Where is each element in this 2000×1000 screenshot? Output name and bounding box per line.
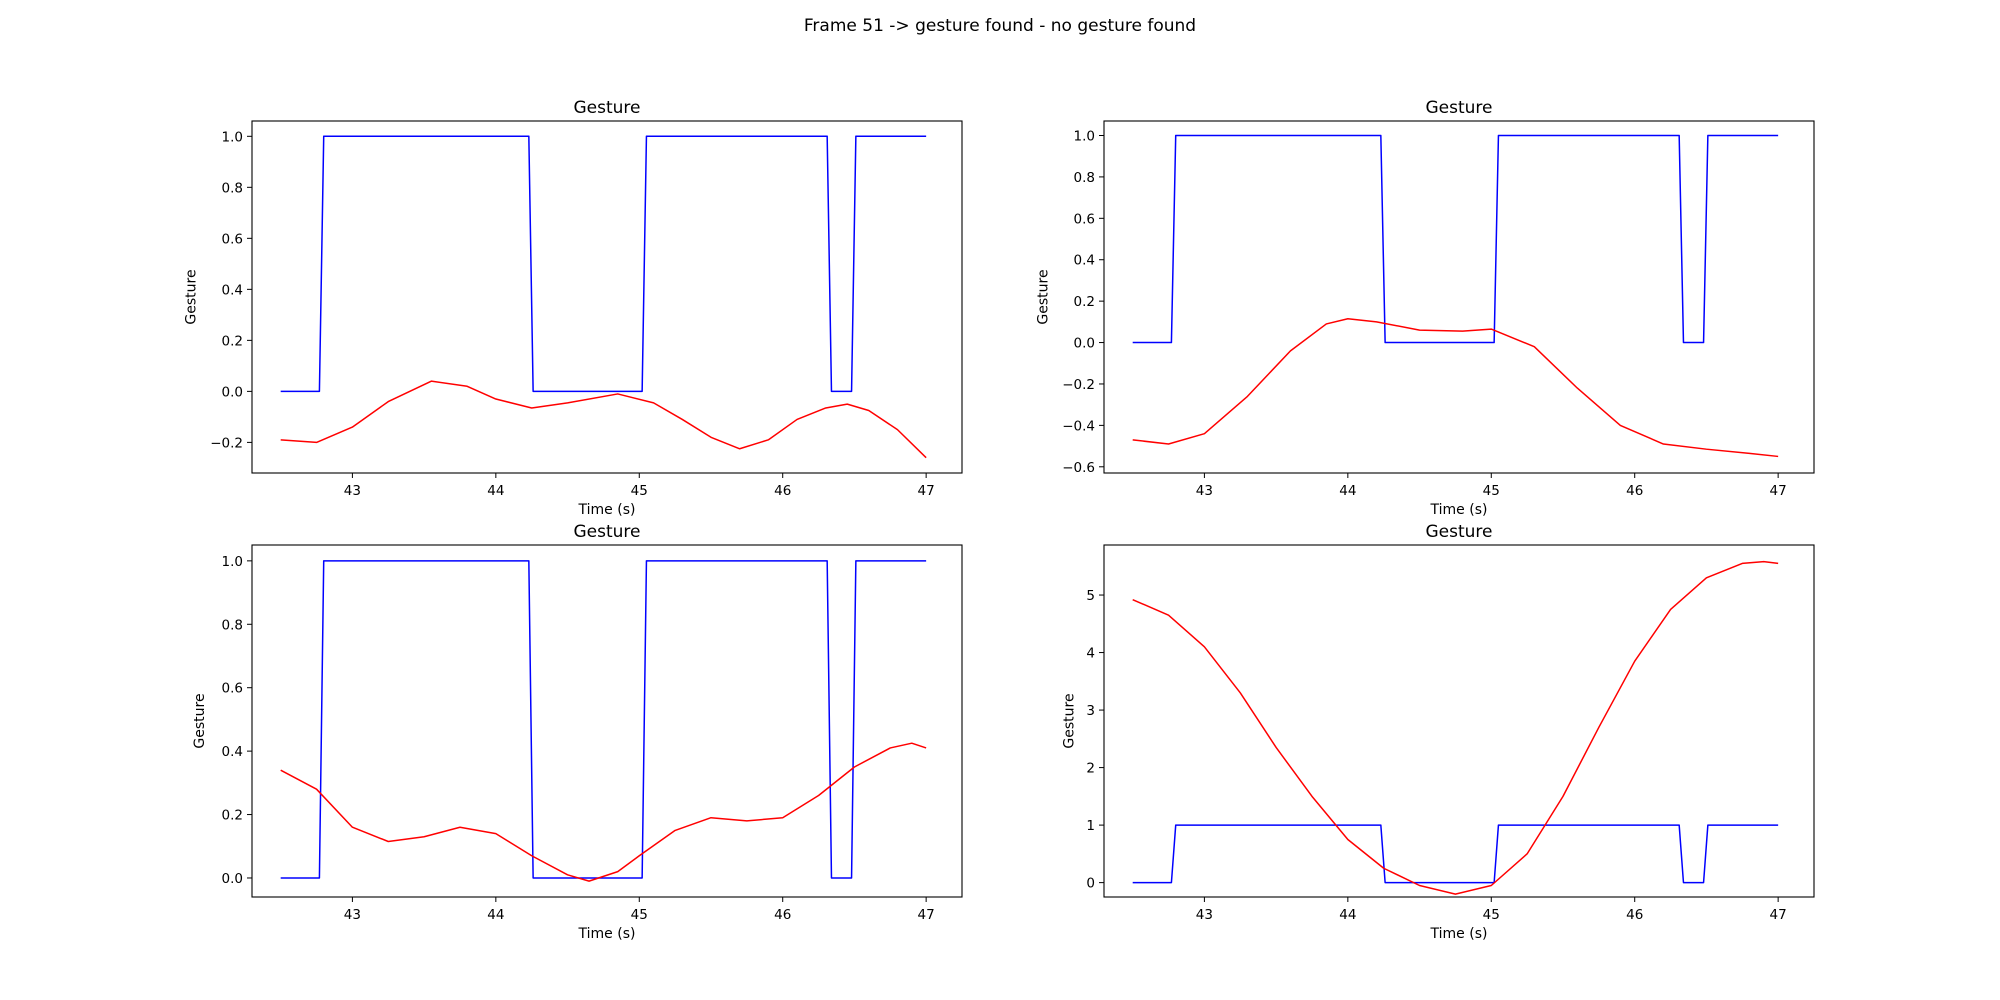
subplot-title: Gesture [573, 522, 640, 542]
subplot-2: 43 44 45 46 47 −0.6 −0.4 −0.2 0.0 0.2 0.4 0.6 0.8 1.0… [1036, 98, 1815, 518]
subplot-1: 43 44 45 46 47 −0.2 0.0 0.2 0.4 0.6 0.8 1.0 Gesture T… [184, 98, 963, 518]
x-tick-label: 47 [918, 483, 935, 499]
axes-frame [1103, 544, 1815, 898]
y-axis-label: Gesture [1036, 269, 1052, 324]
x-tick-label: 46 [774, 907, 791, 923]
x-axis-label: Time (s) [578, 502, 636, 518]
axes-frame [1103, 120, 1815, 474]
y-tick-label: 0.0 [222, 871, 243, 887]
x-tick-label: 47 [918, 907, 935, 923]
x-tick-label: 44 [1339, 907, 1356, 923]
y-tick-label: 0.0 [1074, 336, 1095, 352]
y-tick-label: 2 [1086, 761, 1095, 777]
x-tick-label: 45 [1483, 907, 1500, 923]
x-tick-label: 45 [631, 907, 648, 923]
y-axis-label: Gesture [1061, 693, 1077, 748]
subplot-title: Gesture [1425, 98, 1492, 118]
x-axis-label: Time (s) [578, 926, 636, 942]
x-tick-label: 44 [487, 483, 504, 499]
x-tick-label: 44 [1339, 483, 1356, 499]
y-tick-label: 1 [1086, 818, 1095, 834]
x-tick-label: 46 [774, 483, 791, 499]
figure-title: Frame 51 -> gesture found - no gesture f… [803, 16, 1197, 36]
y-axis-label: Gesture [192, 693, 208, 748]
y-tick-label: 0.2 [1074, 294, 1095, 310]
x-tick-label: 47 [1770, 907, 1787, 923]
subplot-title: Gesture [573, 98, 640, 118]
y-tick-label: 0.2 [222, 333, 243, 349]
series-line-2 [280, 742, 927, 882]
axes-frame [251, 120, 963, 474]
series-line-2 [1132, 317, 1779, 458]
x-tick-label: 44 [487, 907, 504, 923]
y-tick-label: 0.8 [1074, 170, 1095, 186]
x-tick-label: 43 [344, 483, 361, 499]
x-tick-label: 43 [1196, 483, 1213, 499]
series-line-2 [1132, 560, 1779, 895]
subplot-title: Gesture [1425, 522, 1492, 542]
x-tick-label: 45 [631, 483, 648, 499]
y-tick-label: 0.6 [222, 231, 243, 247]
y-tick-label: −0.2 [210, 435, 243, 451]
y-tick-label: 0 [1086, 876, 1095, 892]
x-axis-label: Time (s) [1430, 502, 1488, 518]
y-tick-label: 0.6 [1074, 211, 1095, 227]
y-tick-label: 0.4 [222, 744, 243, 760]
x-tick-label: 46 [1626, 483, 1643, 499]
y-tick-label: 1.0 [222, 554, 243, 570]
x-tick-label: 46 [1626, 907, 1643, 923]
y-tick-label: 0.2 [222, 808, 243, 824]
axes-frame [251, 544, 963, 898]
y-tick-label: 4 [1086, 646, 1095, 662]
x-tick-label: 47 [1770, 483, 1787, 499]
y-tick-label: 1.0 [1074, 128, 1095, 144]
y-tick-label: −0.2 [1062, 377, 1095, 393]
series-line-2 [280, 380, 927, 459]
y-tick-label: 0.0 [222, 384, 243, 400]
x-tick-label: 45 [1483, 483, 1500, 499]
y-tick-label: 0.8 [222, 617, 243, 633]
y-tick-label: −0.6 [1062, 460, 1095, 476]
y-tick-label: 0.6 [222, 681, 243, 697]
y-tick-label: 0.8 [222, 180, 243, 196]
x-axis-label: Time (s) [1430, 926, 1488, 942]
x-tick-label: 43 [344, 907, 361, 923]
series-line-1 [1132, 134, 1779, 344]
y-tick-label: 1.0 [222, 129, 243, 145]
y-axis-label: Gesture [184, 269, 200, 324]
y-tick-label: 3 [1086, 703, 1095, 719]
x-tick-label: 43 [1196, 907, 1213, 923]
series-line-1 [280, 135, 927, 393]
series-line-1 [1132, 824, 1779, 884]
series-line-1 [280, 560, 927, 879]
y-tick-label: 5 [1086, 588, 1095, 604]
subplot-3: 43 44 45 46 47 0.0 0.2 0.4 0.6 0.8 1.0 Gesture Time … [192, 522, 963, 942]
y-tick-label: 0.4 [222, 282, 243, 298]
y-tick-label: 0.4 [1074, 253, 1095, 269]
y-tick-label: −0.4 [1062, 418, 1095, 434]
